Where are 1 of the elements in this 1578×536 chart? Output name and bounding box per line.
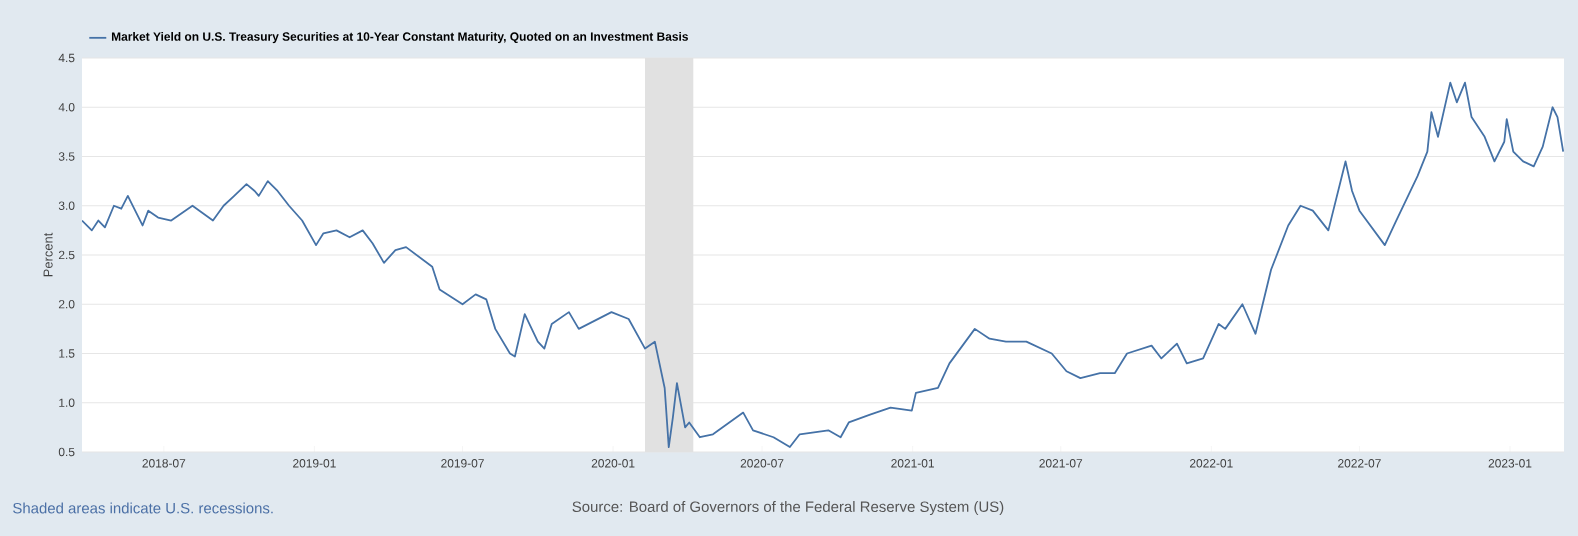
line-series: [82, 81, 1565, 448]
